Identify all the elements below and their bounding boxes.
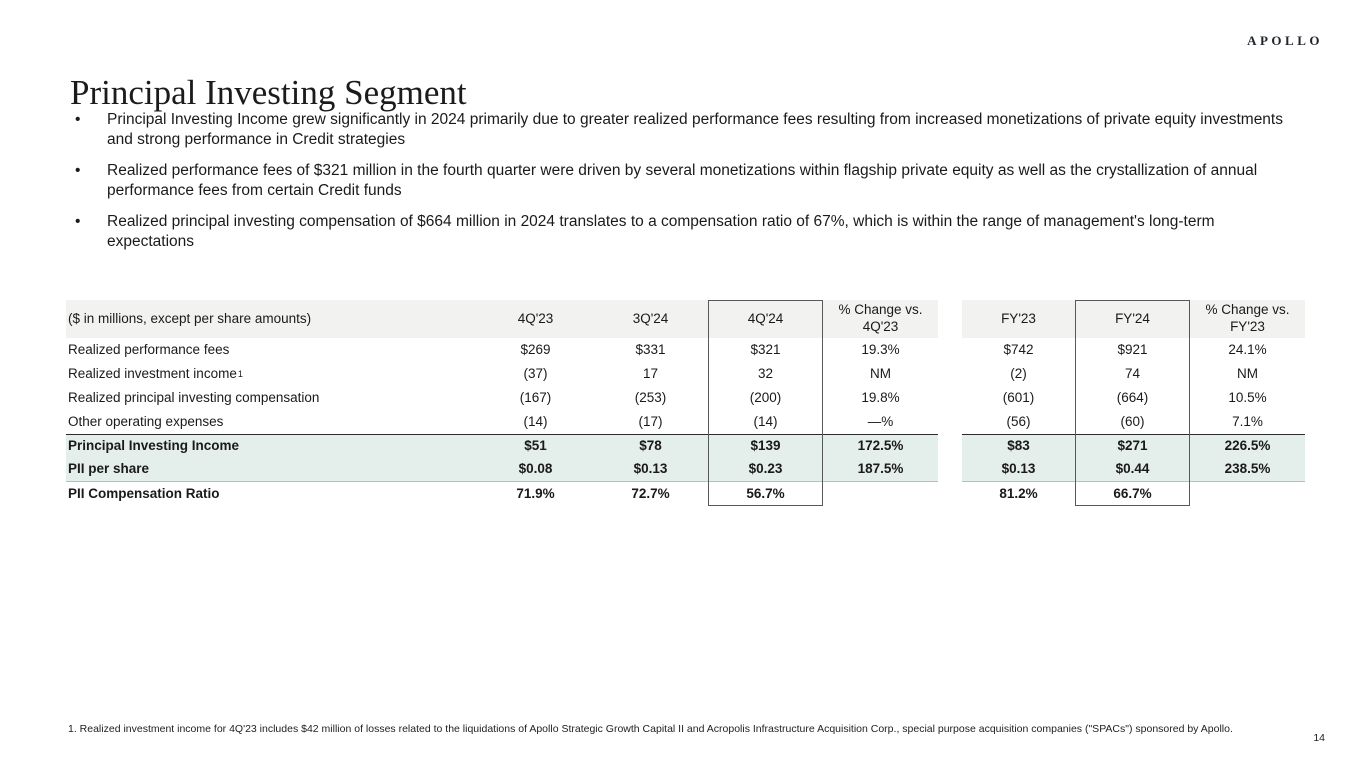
table-cell-r0-c0: $269 [520, 341, 551, 357]
bullet-list: • Principal Investing Income grew signif… [75, 110, 1301, 263]
row-label-1: Realized investment income 1 [68, 365, 243, 381]
table-cell-r2-c0: (167) [519, 389, 552, 405]
table-cell-r5-c3: 187.5% [823, 458, 938, 482]
table-cell-r5-c5: $0.44 [1075, 458, 1190, 482]
table-cell-r2-c4: (601) [1002, 389, 1035, 405]
table-cell-r1-c4: (2) [1010, 365, 1027, 381]
table-cell-r3-c2: (14) [753, 413, 778, 429]
table-cell-r4-c4: $83 [962, 434, 1075, 458]
table-cell-r2-c1: (253) [634, 389, 667, 405]
table-cell-r5-c2: $0.23 [708, 458, 823, 482]
table-cell-r5-c6: 238.5% [1190, 458, 1305, 482]
footnote: 1. Realized investment income for 4Q'23 … [68, 723, 1233, 735]
bullet-text: Realized performance fees of $321 millio… [107, 162, 1258, 199]
column-gap [938, 338, 962, 362]
table-cell-r1-c2: 32 [757, 365, 774, 381]
table-cell-r0-c4: $742 [1003, 341, 1034, 357]
table-cell-r6-c4: 81.2% [999, 485, 1038, 501]
table-cell-r4-c2: $139 [708, 434, 823, 458]
table-cell-r1-c0: (37) [523, 365, 548, 381]
column-gap [938, 458, 962, 482]
table-cell-r3-c4: (56) [1006, 413, 1031, 429]
column-gap [938, 410, 962, 434]
column-gap [938, 386, 962, 410]
bullet-icon: • [75, 111, 81, 128]
table-cell-r5-c4: $0.13 [962, 458, 1075, 482]
row-label-0: Realized performance fees [68, 341, 230, 357]
bullet-icon: • [75, 162, 81, 179]
table-cell-r4-c6: 226.5% [1190, 434, 1305, 458]
row-label-4: Principal Investing Income [66, 434, 478, 458]
row-label-5: PII per share [66, 458, 478, 482]
table-cell-r4-c5: $271 [1075, 434, 1190, 458]
bullet-text: Principal Investing Income grew signific… [107, 111, 1283, 148]
apollo-logo: APOLLO [1247, 33, 1323, 48]
table-header-col-5: FY'24 [1075, 300, 1190, 338]
table-cell-r0-c5: $921 [1117, 341, 1148, 357]
column-gap [938, 300, 962, 338]
table-header-col-0: 4Q'23 [478, 300, 593, 338]
table-header-col-2: 4Q'24 [708, 300, 823, 338]
page-number: 14 [1313, 732, 1325, 744]
table-header-col-4: FY'23 [962, 300, 1075, 338]
table-cell-r3-c1: (17) [638, 413, 663, 429]
bullet-item: • Principal Investing Income grew signif… [75, 110, 1301, 150]
table-cell-r1-c1: 17 [642, 365, 659, 381]
bullet-text: Realized principal investing compensatio… [107, 213, 1215, 250]
table-cell-r2-c2: (200) [749, 389, 782, 405]
financials-table: ($ in millions, except per share amounts… [66, 300, 1305, 506]
column-gap [938, 362, 962, 386]
table-cell-r3-c6: 7.1% [1232, 413, 1263, 429]
table-cell-r1-c6: NM [1237, 365, 1258, 381]
table-cell-r4-c3: 172.5% [823, 434, 938, 458]
table-unit-label: ($ in millions, except per share amounts… [66, 300, 478, 338]
column-gap [938, 434, 962, 458]
table-cell-r6-c6 [1190, 482, 1305, 506]
table-cell-r5-c0: $0.08 [478, 458, 593, 482]
row-label-2: Realized principal investing compensatio… [68, 389, 320, 405]
table-cell-r4-c0: $51 [478, 434, 593, 458]
row-label-6: PII Compensation Ratio [68, 485, 220, 501]
financials-table-wrap: ($ in millions, except per share amounts… [66, 300, 1305, 506]
row-label-3: Other operating expenses [68, 413, 224, 429]
table-cell-r3-c3: —% [867, 413, 894, 429]
table-cell-r4-c1: $78 [593, 434, 708, 458]
table-cell-r0-c6: 24.1% [1228, 341, 1267, 357]
table-cell-r1-c5: 74 [1124, 365, 1141, 381]
table-cell-r3-c5: (60) [1120, 413, 1145, 429]
bullet-icon: • [75, 213, 81, 230]
table-cell-r6-c3 [823, 482, 938, 506]
table-cell-r1-c3: NM [870, 365, 891, 381]
table-cell-r6-c5: 66.7% [1113, 485, 1152, 501]
table-cell-r0-c2: $321 [750, 341, 781, 357]
table-cell-r0-c1: $331 [635, 341, 666, 357]
table-cell-r2-c3: 19.8% [861, 389, 900, 405]
table-cell-r5-c1: $0.13 [593, 458, 708, 482]
table-header-col-1: 3Q'24 [593, 300, 708, 338]
table-cell-r2-c5: (664) [1116, 389, 1149, 405]
table-cell-r2-c6: 10.5% [1228, 389, 1267, 405]
table-cell-r6-c1: 72.7% [631, 485, 670, 501]
table-header-col-3: % Change vs. 4Q'23 [823, 300, 938, 338]
table-cell-r0-c3: 19.3% [861, 341, 900, 357]
table-cell-r3-c0: (14) [523, 413, 548, 429]
table-cell-r6-c0: 71.9% [516, 485, 555, 501]
bullet-item: • Realized performance fees of $321 mill… [75, 161, 1301, 201]
table-header-col-6: % Change vs. FY'23 [1190, 300, 1305, 338]
table-cell-r6-c2: 56.7% [746, 485, 785, 501]
page-title: Principal Investing Segment [70, 73, 467, 113]
column-gap [938, 482, 962, 506]
bullet-item: • Realized principal investing compensat… [75, 212, 1301, 252]
